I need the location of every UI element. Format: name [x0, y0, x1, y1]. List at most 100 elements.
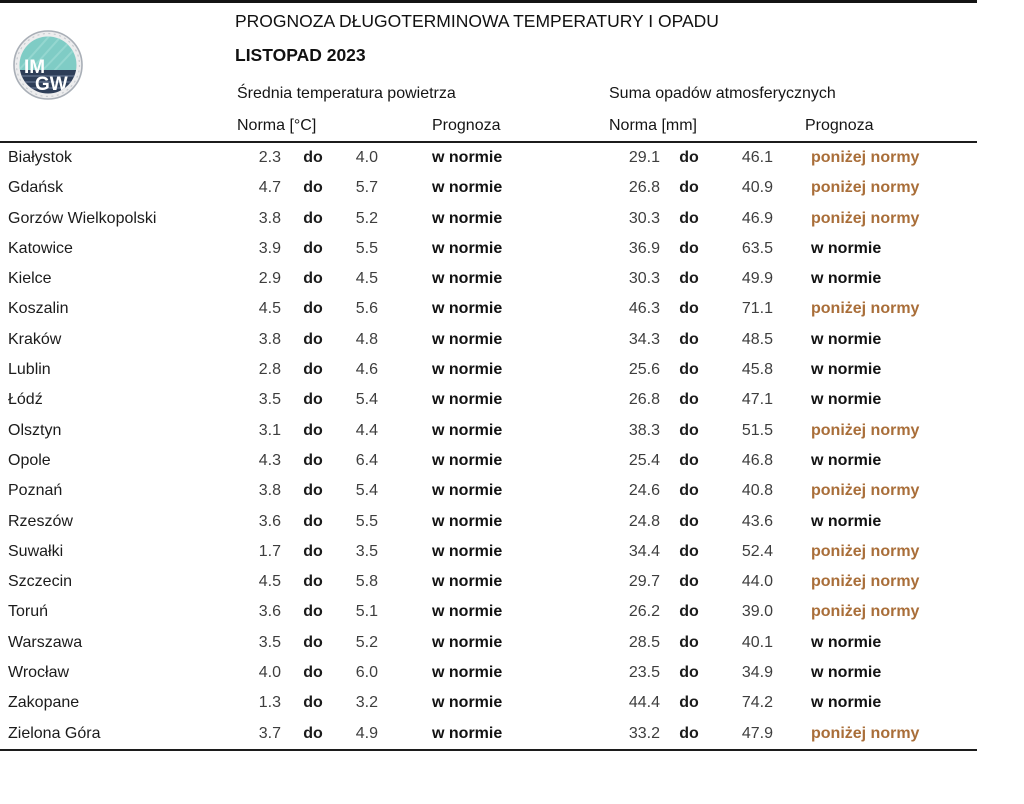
- temp-norma-high: 3.2: [355, 694, 378, 712]
- precip-norma-low: 33.2: [628, 724, 660, 742]
- precip-prognoza-value: poniżej normy: [811, 573, 920, 591]
- imgw-logo: IM GW: [13, 30, 83, 100]
- precip-norma-high: 43.6: [741, 512, 773, 530]
- city-name: Katowice: [8, 239, 73, 257]
- precip-prognoza-value: poniżej normy: [811, 179, 920, 197]
- temp-range-separator: do: [303, 391, 323, 409]
- precip-norma-low: 44.4: [628, 694, 660, 712]
- precip-prognoza-value: w normie: [811, 694, 882, 712]
- precip-norma-low: 23.5: [628, 664, 660, 682]
- precip-norma-high: 40.8: [741, 482, 773, 500]
- logo-text-im: IM: [24, 57, 45, 78]
- precip-range-separator: do: [679, 542, 699, 560]
- temp-range-separator: do: [303, 239, 323, 257]
- temp-range-separator: do: [303, 361, 323, 379]
- temp-prognoza-value: w normie: [432, 633, 503, 651]
- temp-prognoza-value: w normie: [432, 391, 503, 409]
- temp-norma-low: 3.7: [258, 724, 281, 742]
- city-name: Rzeszów: [8, 512, 73, 530]
- city-name: Szczecin: [8, 573, 73, 591]
- temp-norma-low: 3.9: [258, 239, 281, 257]
- precip-prognoza-value: w normie: [811, 664, 882, 682]
- precip-norma-low: 25.4: [628, 451, 660, 469]
- temp-prognoza-value: w normie: [432, 330, 503, 348]
- city-name: Białystok: [8, 149, 73, 166]
- table-row: Warszawa 3.5 do 5.2 w normie 28.5 do 40.…: [0, 628, 977, 658]
- city-name: Zielona Góra: [8, 724, 101, 742]
- temp-prognoza-value: w normie: [432, 300, 503, 318]
- temp-norma-high: 3.5: [355, 542, 378, 560]
- precip-prognoza-value: w normie: [811, 391, 882, 409]
- temp-norma-high: 4.6: [355, 361, 378, 379]
- precip-prognoza-value: w normie: [811, 451, 882, 469]
- temp-norma-low: 3.6: [258, 603, 281, 621]
- precip-range-separator: do: [679, 421, 699, 439]
- precip-prognoza-header: Prognoza: [805, 117, 874, 134]
- precip-range-separator: do: [679, 664, 699, 682]
- precip-norma-low: 34.4: [628, 542, 660, 560]
- temp-range-separator: do: [303, 512, 323, 530]
- city-name: Opole: [8, 451, 51, 469]
- city-name: Koszalin: [8, 300, 69, 318]
- precip-norma-low: 24.6: [628, 482, 660, 500]
- precip-range-separator: do: [679, 330, 699, 348]
- temp-norma-high: 5.5: [355, 239, 378, 257]
- precip-prognoza-value: poniżej normy: [811, 542, 920, 560]
- city-name: Lublin: [8, 361, 51, 379]
- table-row: Gdańsk 4.7 do 5.7 w normie 26.8 do 40.9 …: [0, 173, 977, 203]
- temp-norma-high: 4.4: [355, 421, 378, 439]
- precip-norma-high: 44.0: [741, 573, 773, 591]
- temp-prognoza-value: w normie: [432, 451, 503, 469]
- precip-norma-high: 39.0: [741, 603, 773, 621]
- table-row: Suwałki 1.7 do 3.5 w normie 34.4 do 52.4…: [0, 537, 977, 567]
- temp-norma-low: 3.5: [258, 391, 281, 409]
- temp-range-separator: do: [303, 270, 323, 288]
- temp-prognoza-value: w normie: [432, 724, 503, 742]
- temp-norma-high: 4.8: [355, 330, 378, 348]
- page-subtitle: LISTOPAD 2023: [235, 45, 366, 65]
- temp-prognoza-value: w normie: [432, 573, 503, 591]
- table-row: Łódź 3.5 do 5.4 w normie 26.8 do 47.1 w …: [0, 385, 977, 415]
- temp-prognoza-value: w normie: [432, 421, 503, 439]
- precip-range-separator: do: [679, 512, 699, 530]
- city-name: Poznań: [8, 482, 63, 500]
- precip-range-separator: do: [679, 633, 699, 651]
- table-row: Gorzów Wielkopolski 3.8 do 5.2 w normie …: [0, 204, 977, 234]
- temp-norma-low: 4.5: [258, 300, 281, 318]
- table-row: Kraków 3.8 do 4.8 w normie 34.3 do 48.5 …: [0, 325, 977, 355]
- temp-prognoza-value: w normie: [432, 664, 503, 682]
- precip-prognoza-value: poniżej normy: [811, 149, 920, 166]
- table-row: Lublin 2.8 do 4.6 w normie 25.6 do 45.8 …: [0, 355, 977, 385]
- precip-norma-high: 74.2: [741, 694, 773, 712]
- temp-norma-high: 5.4: [355, 482, 378, 500]
- temp-norma-high: 5.2: [355, 633, 378, 651]
- temp-range-separator: do: [303, 694, 323, 712]
- table-row: Olsztyn 3.1 do 4.4 w normie 38.3 do 51.5…: [0, 416, 977, 446]
- temp-prognoza-value: w normie: [432, 542, 503, 560]
- precip-norma-high: 40.9: [741, 179, 773, 197]
- precip-norma-low: 36.9: [628, 239, 660, 257]
- city-name: Zakopane: [8, 694, 80, 712]
- temp-norma-high: 4.9: [355, 724, 378, 742]
- temp-norma-low: 2.9: [258, 270, 281, 288]
- temp-range-separator: do: [303, 542, 323, 560]
- forecast-table-body: Białystok 2.3 do 4.0 w normie 29.1 do 46…: [0, 143, 977, 751]
- temp-range-separator: do: [303, 209, 323, 227]
- precip-norma-low: 26.2: [628, 603, 660, 621]
- temp-range-separator: do: [303, 300, 323, 318]
- temp-range-separator: do: [303, 179, 323, 197]
- precip-range-separator: do: [679, 179, 699, 197]
- temp-norma-low: 4.7: [258, 179, 281, 197]
- precip-range-separator: do: [679, 209, 699, 227]
- temp-prognoza-value: w normie: [432, 270, 503, 288]
- temp-norma-low: 4.5: [258, 573, 281, 591]
- temp-norma-high: 6.0: [355, 664, 378, 682]
- temp-norma-high: 5.4: [355, 391, 378, 409]
- precip-range-separator: do: [679, 300, 699, 318]
- precip-range-separator: do: [679, 361, 699, 379]
- precip-norma-low: 29.7: [628, 573, 660, 591]
- precip-norma-low: 30.3: [628, 209, 660, 227]
- temp-norma-low: 3.8: [258, 330, 281, 348]
- table-row: Katowice 3.9 do 5.5 w normie 36.9 do 63.…: [0, 234, 977, 264]
- precip-prognoza-value: w normie: [811, 270, 882, 288]
